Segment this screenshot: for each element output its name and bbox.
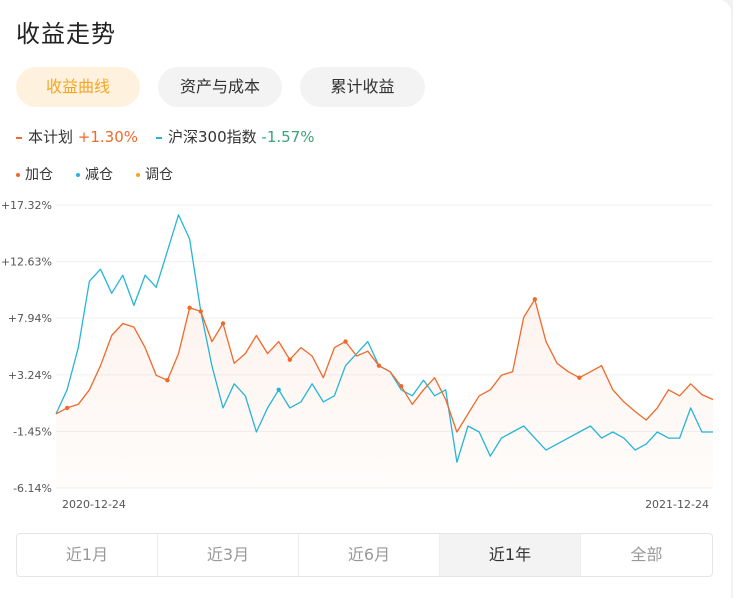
plan-marker-point xyxy=(198,309,203,314)
marker-legend-add-label: 加仓 xyxy=(25,167,53,183)
plan-marker-point xyxy=(287,357,293,362)
x-tick-label: 2021-12-24 xyxy=(645,498,709,511)
marker-legend-adjust: 调仓 xyxy=(136,164,173,184)
tab-assets-cost[interactable]: 资产与成本 xyxy=(158,67,282,107)
plan-marker-point xyxy=(577,375,582,380)
period-1y[interactable]: 近1年 xyxy=(439,534,580,576)
legend-index: 沪深300指数 -1.57% xyxy=(156,126,315,147)
x-tick-label: 2020-12-24 xyxy=(62,498,126,511)
plan-marker-point xyxy=(220,321,226,326)
reduce-dot-icon xyxy=(76,173,80,177)
plan-marker-point xyxy=(187,305,192,310)
plan-marker-point xyxy=(343,339,348,344)
plan-marker-point xyxy=(165,377,170,383)
marker-legend-reduce: 减仓 xyxy=(76,164,113,184)
revenue-line-chart: +17.32% +12.63% +7.94% +3.24% -1.45% -6.14% 20… xyxy=(1,199,714,511)
y-tick-label: +17.32% xyxy=(1,199,52,212)
marker-legend-adjust-label: 调仓 xyxy=(145,167,173,183)
plan-marker-point xyxy=(64,405,70,411)
index-dash-icon xyxy=(156,136,162,139)
legend-index-value: -1.57% xyxy=(261,128,315,146)
legend-plan: 本计划 +1.30% xyxy=(16,126,138,147)
period-1m[interactable]: 近1月 xyxy=(65,545,109,564)
y-tick-label: +12.63% xyxy=(1,256,52,269)
add-dot-icon xyxy=(16,173,20,177)
legend-plan-value: +1.30% xyxy=(77,128,139,146)
y-tick-label: +7.94% xyxy=(8,312,52,325)
marker-legend-reduce-label: 减仓 xyxy=(85,167,113,183)
plan-marker-point xyxy=(399,383,404,389)
y-tick-label: -6.14% xyxy=(13,482,52,495)
plan-marker-point xyxy=(376,363,382,368)
y-tick-label: +3.24% xyxy=(8,369,52,382)
period-6m[interactable]: 近6月 xyxy=(298,534,439,576)
page-title: 收益走势 xyxy=(16,20,116,48)
period-selector: 近1月 近3月 近6月 近1年 全部 xyxy=(16,533,713,577)
legend-plan-name: 本计划 xyxy=(28,128,74,146)
marker-legend-add: 加仓 xyxy=(16,164,53,184)
adjust-dot-icon xyxy=(136,173,140,177)
tab-revenue-curve[interactable]: 收益曲线 xyxy=(16,67,140,107)
tab-cumulative-revenue[interactable]: 累计收益 xyxy=(300,67,425,107)
index-marker-point xyxy=(276,387,281,393)
plan-dash-icon xyxy=(16,136,22,139)
period-3m[interactable]: 近3月 xyxy=(157,534,298,576)
plan-marker-point xyxy=(532,297,538,302)
plan-area xyxy=(56,299,713,488)
period-all[interactable]: 全部 xyxy=(580,534,712,576)
y-tick-label: -1.45% xyxy=(13,425,52,438)
legend-index-name: 沪深300指数 xyxy=(168,128,257,146)
